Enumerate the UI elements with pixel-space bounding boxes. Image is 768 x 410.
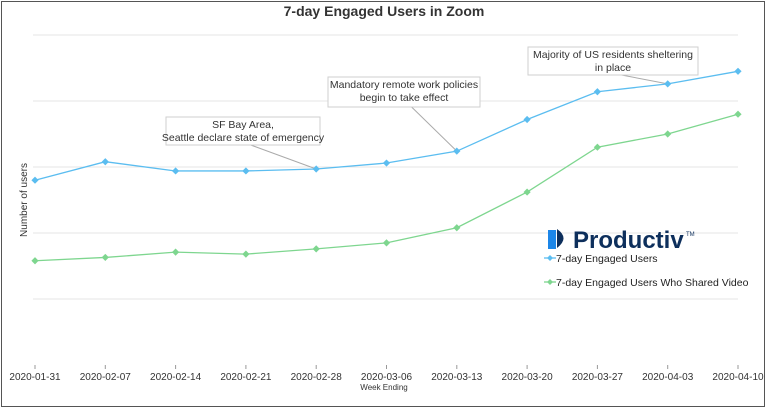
x-tick-label: 2020-03-27 — [572, 372, 624, 383]
annotation-connector — [411, 106, 458, 152]
gridlines — [33, 34, 738, 300]
x-tick-label: 2020-04-10 — [712, 372, 764, 383]
annotation-box — [527, 46, 699, 76]
data-point — [31, 257, 39, 265]
x-tick-label: 2020-02-07 — [80, 372, 132, 383]
data-point — [312, 245, 320, 253]
annotation-label: in place — [595, 62, 631, 74]
annotation-connector — [621, 74, 668, 85]
data-point — [523, 115, 531, 124]
data-point — [172, 167, 180, 175]
data-point — [523, 188, 531, 196]
productiv-logo: Productiv TM — [548, 227, 695, 254]
annotations: SF Bay Area,Seattle declare state of eme… — [162, 46, 699, 170]
brand-name: Productiv — [573, 227, 684, 254]
x-tick-label: 2020-03-13 — [431, 372, 483, 383]
x-tick-label: 2020-03-06 — [361, 372, 413, 383]
data-point — [101, 158, 109, 166]
data-point — [382, 159, 391, 167]
series-lines — [31, 67, 742, 265]
legend-marker — [547, 255, 553, 261]
data-point — [593, 143, 601, 151]
data-point — [172, 248, 180, 256]
data-point — [242, 250, 250, 258]
x-axis-label: Week Ending — [360, 383, 407, 392]
annotation-label: SF Bay Area, — [212, 119, 274, 131]
data-point — [101, 253, 109, 262]
annotation-label: begin to take effect — [360, 92, 449, 104]
annotation-box — [327, 76, 481, 108]
data-point — [664, 130, 672, 138]
legend-marker — [547, 279, 553, 285]
x-tick-label: 2020-02-14 — [150, 372, 202, 383]
x-tick-label: 2020-02-28 — [291, 372, 343, 383]
data-point — [453, 224, 461, 232]
y-axis-label: Number of users — [19, 163, 30, 237]
x-tick-label: 2020-01-31 — [9, 372, 61, 383]
legend: 7-day Engaged Users 7-day Engaged Users W… — [544, 253, 749, 289]
annotation-label: Seattle declare state of emergency — [162, 132, 325, 144]
brand-trademark: TM — [686, 232, 695, 238]
annotation-label: Majority of US residents sheltering — [533, 49, 693, 61]
legend-label: 7-day Engaged Users — [556, 253, 658, 265]
productiv-logo-mark — [548, 229, 564, 249]
legend-label: 7-day Engaged Users Who Shared Video — [556, 277, 749, 289]
data-point — [664, 80, 672, 88]
data-point — [312, 165, 320, 173]
chart-title: 7-day Engaged Users in Zoom — [284, 3, 485, 19]
x-axis-ticks: 2020-01-31 2020-02-07 2020-02-14 2020-02-21… — [9, 365, 764, 383]
data-point — [31, 176, 39, 184]
x-tick-label: 2020-04-03 — [642, 372, 694, 383]
x-tick-label: 2020-02-21 — [220, 372, 272, 383]
data-point — [734, 110, 742, 118]
annotation-connector — [250, 144, 317, 170]
data-point — [453, 147, 461, 155]
data-point — [242, 167, 250, 175]
data-point — [382, 239, 391, 247]
x-tick-label: 2020-03-20 — [502, 372, 554, 383]
data-point — [734, 67, 742, 75]
annotation-label: Mandatory remote work policies — [330, 79, 478, 91]
annotation-box — [165, 116, 321, 146]
data-point — [593, 88, 601, 96]
